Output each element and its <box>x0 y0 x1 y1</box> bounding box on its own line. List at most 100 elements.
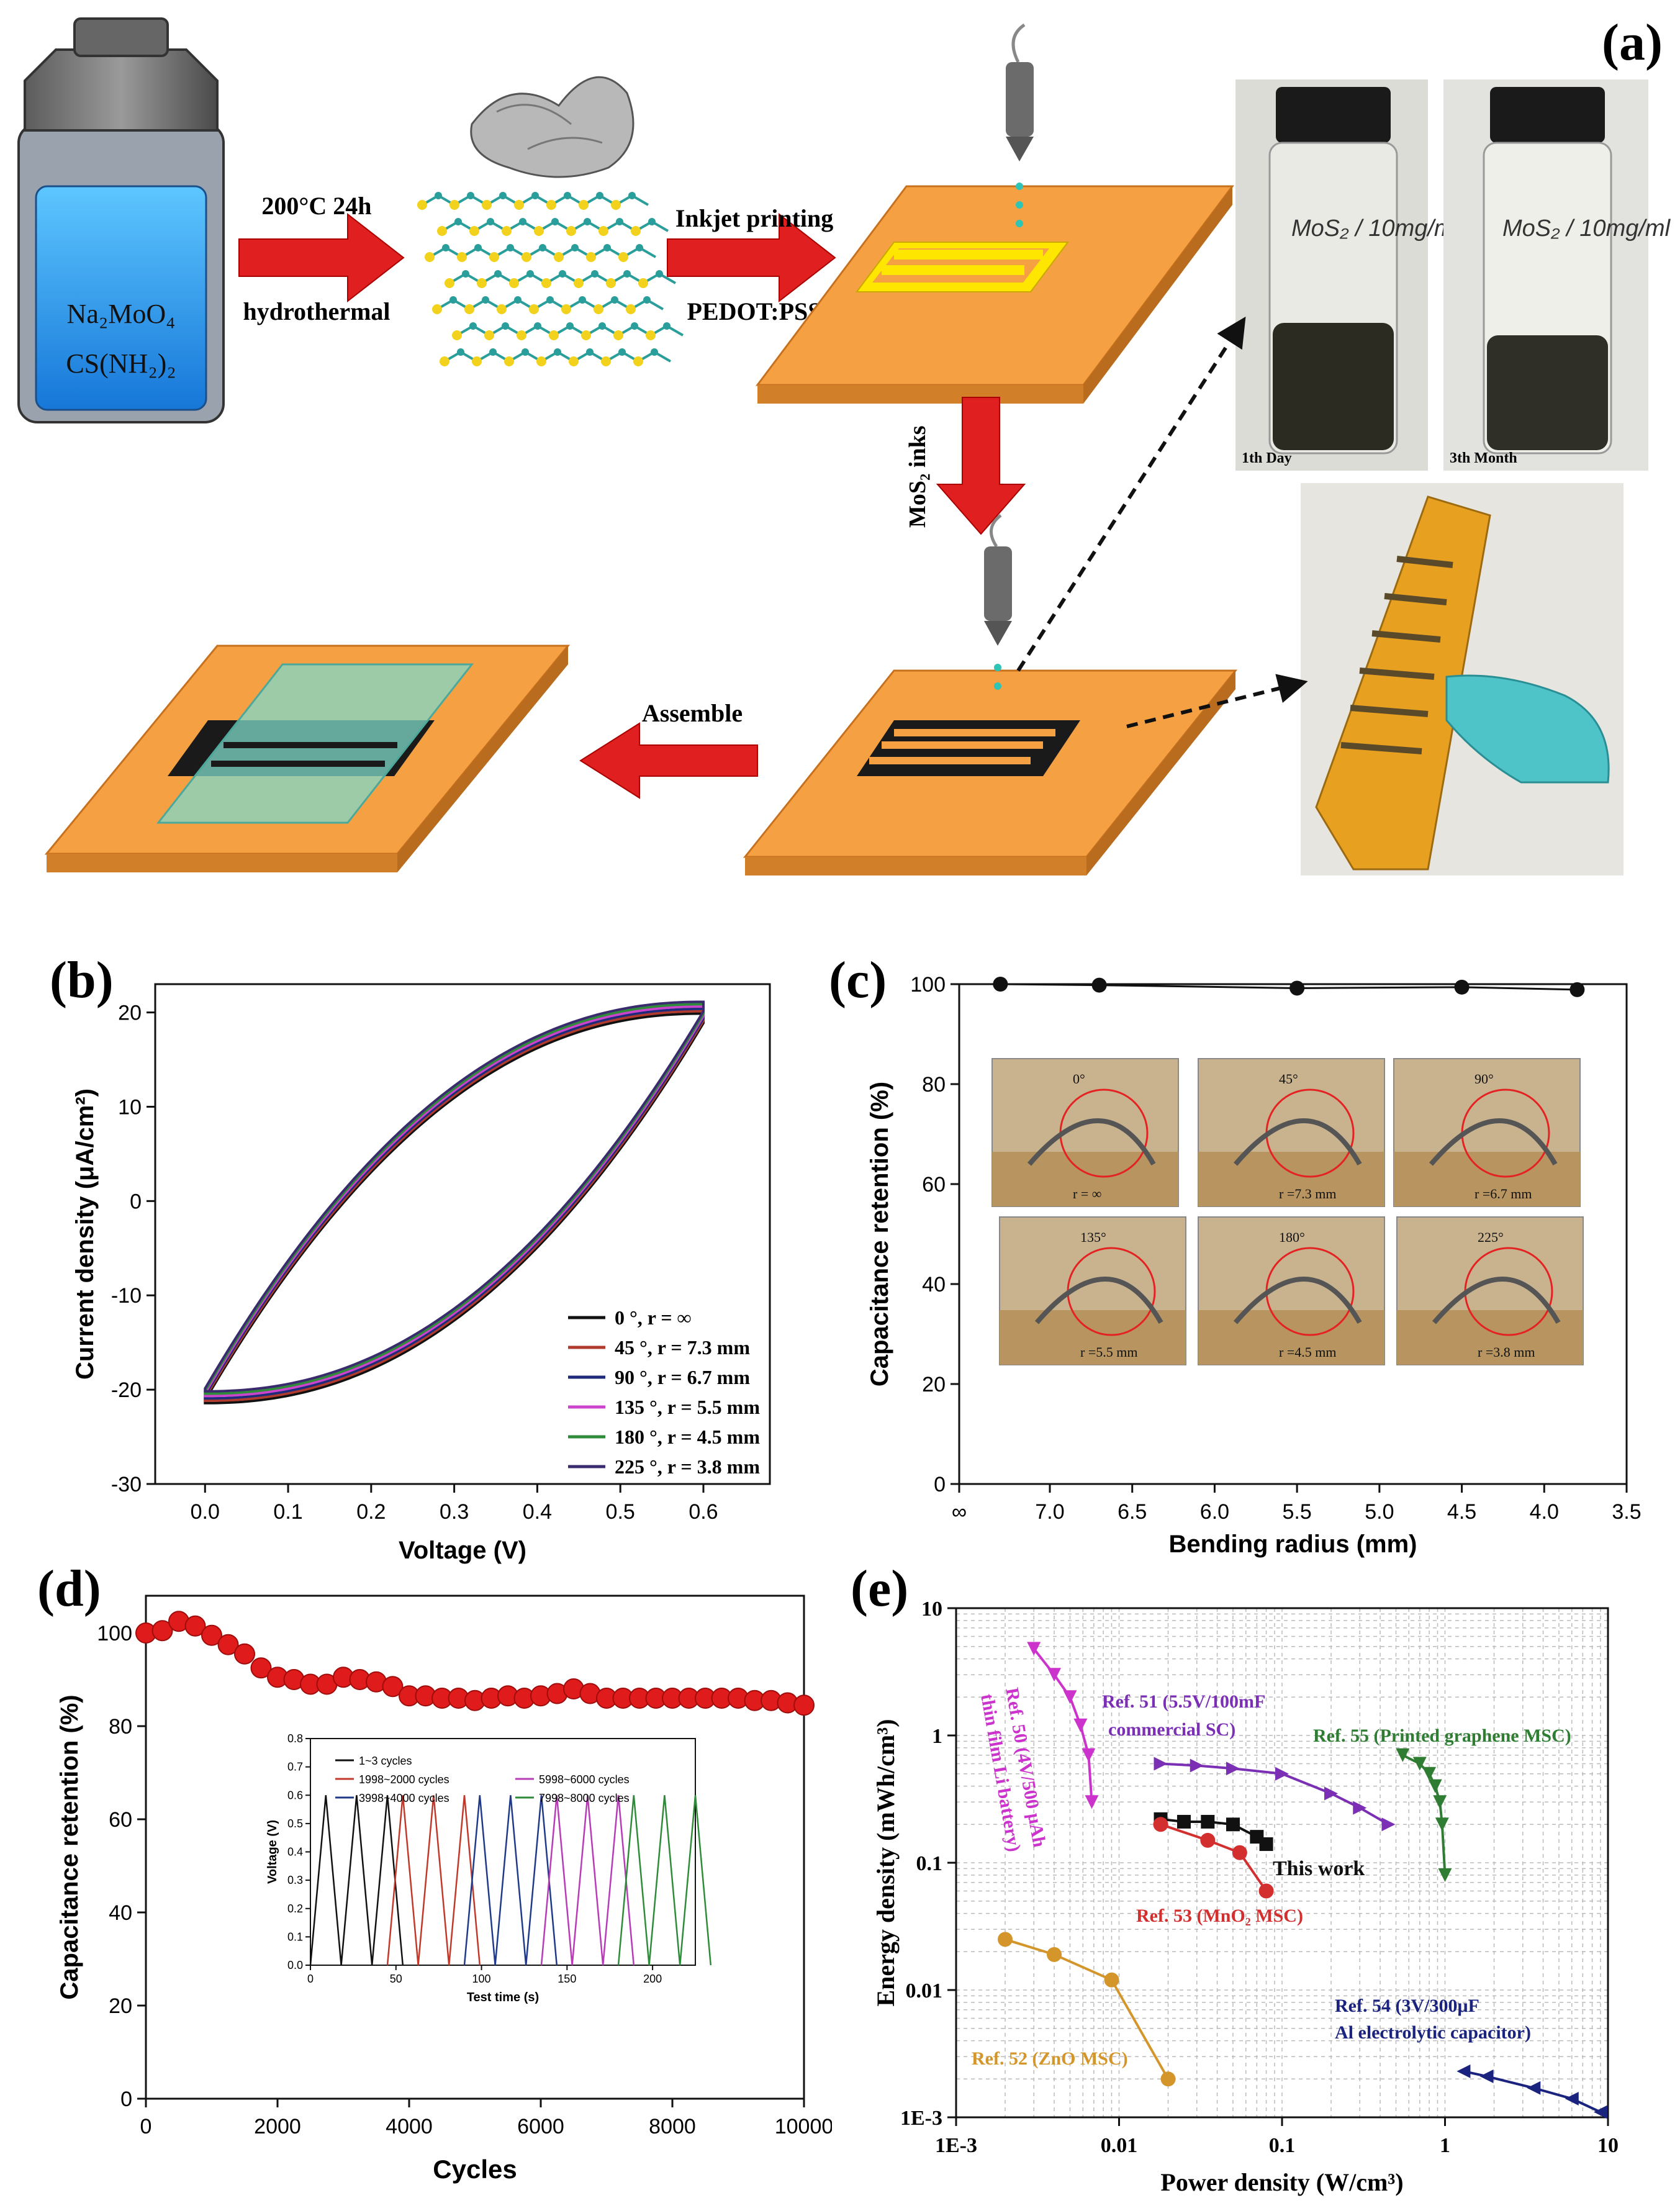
ragone-point-6-3 <box>1428 1779 1442 1793</box>
inset-x-tick-label: 150 <box>558 1973 576 1985</box>
ragone-point-0-5 <box>1259 1837 1273 1852</box>
step2-line1: Inkjet printing <box>675 204 834 232</box>
y-axis-label: Energy density (mWh/cm³) <box>872 1719 900 2006</box>
lattice-atom <box>462 270 469 278</box>
lattice-atom <box>586 348 594 356</box>
inset-x-tick-label: 0 <box>307 1973 314 1985</box>
lattice-atom <box>663 322 671 330</box>
gcd-series-0 <box>309 1795 404 1966</box>
inset-y-label: Voltage (V) <box>266 1820 279 1884</box>
inset-x-tick-label: 100 <box>472 1973 491 1985</box>
inset-legend-label-4: 7998~8000 cycles <box>539 1792 630 1804</box>
lattice-atom <box>484 330 494 340</box>
lattice-atom <box>452 330 462 340</box>
lattice-atom <box>435 192 442 199</box>
retention-point-6 <box>234 1643 255 1665</box>
dashed-arrow-2 <box>1126 674 1308 728</box>
gcd-series-4 <box>617 1795 712 1966</box>
lattice-atom <box>611 296 618 304</box>
bending-photo-base-1 <box>1198 1152 1384 1206</box>
annot-ref51-line1: Ref. 51 (5.5V/100mF <box>1102 1691 1265 1712</box>
chart-b: 0.0 0.1 0.2 0.3 0.4 0.5 0.6 -30 -20 -10 0 10 20 Volta… <box>71 983 771 1564</box>
bending-photo-base-0 <box>992 1152 1178 1206</box>
y-axis-label: Capacitance retention (%) <box>866 1082 893 1386</box>
lattice-atom <box>467 192 474 199</box>
vial-1-text: MoS₂ / 10mg/ml <box>1291 215 1460 242</box>
bending-film-4 <box>1233 1277 1362 1324</box>
lattice-atom <box>618 252 628 262</box>
inset-y-tick-label: 0.7 <box>287 1761 303 1773</box>
chart-d: 0 2000 4000 6000 8000 10000020406080100Cycles… <box>56 1595 832 2184</box>
bending-angle-4: 180° <box>1279 1229 1305 1245</box>
x-tick-label: 4000 <box>386 2115 433 2138</box>
lattice-atom <box>469 322 477 330</box>
ragone-point-6-2 <box>1422 1766 1437 1781</box>
x-tick-label: 0.2 <box>356 1500 386 1524</box>
lattice-atom <box>457 252 467 262</box>
retention-point-5 <box>217 1634 239 1655</box>
inset-y-tick-label: 0.5 <box>287 1817 303 1830</box>
inset-y-tick-label: 0.4 <box>287 1846 303 1858</box>
x-axis-label: Voltage (V) <box>399 1537 526 1564</box>
retention-point-4 <box>1569 982 1585 997</box>
lattice-atom <box>581 330 591 340</box>
bending-radius-5: r =3.8 mm <box>1478 1344 1535 1360</box>
lattice-atom <box>598 322 606 330</box>
bending-film-2 <box>1429 1118 1558 1166</box>
step1-line2: hydrothermal <box>243 297 390 325</box>
x-axis-label: Cycles <box>433 2155 517 2184</box>
lattice-atom <box>464 304 474 314</box>
lattice-atom <box>526 270 534 278</box>
panel-d-label: (d) <box>37 1560 101 1617</box>
lattice-atom <box>586 252 596 262</box>
lattice-atom <box>559 270 566 278</box>
retention-point-7 <box>250 1657 272 1679</box>
lattice-atom <box>425 252 435 262</box>
y-tick-label: -20 <box>111 1378 142 1402</box>
panel-e-label: (e) <box>851 1560 909 1617</box>
lattice-atom <box>442 244 449 251</box>
photo-flexible-device <box>1301 483 1624 875</box>
y-tick-label: 0 <box>120 2088 132 2111</box>
lattice-atom <box>489 252 499 262</box>
lattice-atom <box>566 226 576 236</box>
assembled-device-icon <box>44 645 571 872</box>
legend-label-0: 0 °, r = ∞ <box>615 1306 691 1329</box>
photo1-label: 1th Day <box>1242 450 1292 466</box>
lattice-atom <box>633 356 643 366</box>
bending-photo-base-5 <box>1397 1310 1583 1365</box>
lattice-atom <box>646 330 656 340</box>
retention-point-15 <box>382 1676 404 1698</box>
x-tick-label: 10 <box>1597 2134 1619 2157</box>
ragone-point-6-1 <box>1412 1757 1427 1771</box>
lattice-atom <box>564 192 571 199</box>
photo2-label: 3th Month <box>1450 450 1517 466</box>
inkjet-nozzle-2-icon <box>984 513 1012 690</box>
legend-label-5: 225 °, r = 3.8 mm <box>615 1455 760 1478</box>
lattice-atom <box>499 192 507 199</box>
lattice-atom <box>623 270 631 278</box>
lattice-atom <box>638 278 648 288</box>
ragone-line-2 <box>1160 1762 1389 1826</box>
ragone-point-6-0 <box>1396 1748 1410 1762</box>
ragone-point-4-3 <box>1258 1883 1274 1899</box>
chart-b-plot-frame <box>154 983 771 1485</box>
ragone-point-2-5 <box>1353 1801 1367 1815</box>
mos2-lattice-icon <box>417 192 684 366</box>
lattice-atom <box>579 296 586 304</box>
lattice-atom <box>603 244 611 251</box>
lattice-atom <box>522 252 531 262</box>
ragone-point-5-4 <box>1593 2105 1607 2119</box>
lattice-atom <box>579 200 589 210</box>
step1-line1: 200°C 24h <box>261 192 371 220</box>
lattice-atom <box>539 244 546 251</box>
x-axis-label: Bending radius (mm) <box>1168 1531 1417 1558</box>
bending-radius-0: r = ∞ <box>1073 1186 1101 1201</box>
photo-vial-day1: MoS₂ / 10mg/ml <box>1235 79 1460 471</box>
lattice-atom <box>482 296 489 304</box>
arrow-left-icon <box>579 722 758 799</box>
x-tick-label: 6.0 <box>1200 1500 1229 1524</box>
inset-legend-label-3: 5998~6000 cycles <box>539 1773 630 1786</box>
legend-label-3: 135 °, r = 5.5 mm <box>615 1396 760 1418</box>
vial-2-text: MoS₂ / 10mg/ml <box>1502 215 1671 242</box>
